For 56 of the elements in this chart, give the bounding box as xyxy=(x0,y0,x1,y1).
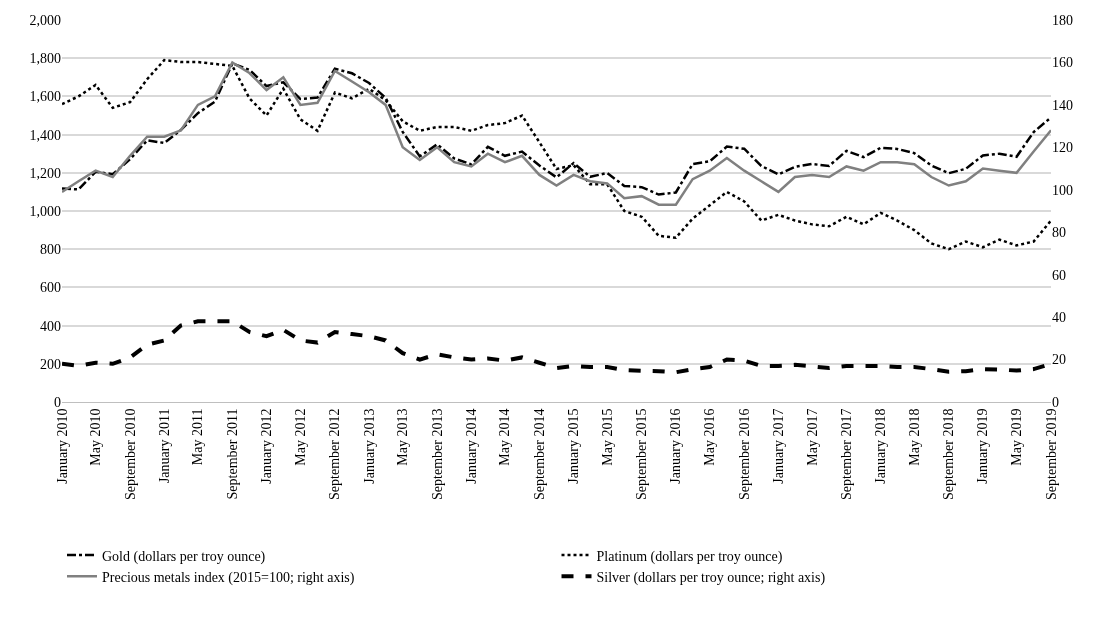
legend-label: Platinum (dollars per troy ounce) xyxy=(596,548,783,565)
y-tick-label: 1,200 xyxy=(29,165,61,181)
x-tick-label: September 2011 xyxy=(224,408,240,500)
legend-label: Silver (dollars per troy ounce; right axis) xyxy=(596,569,826,586)
x-tick-label: September 2013 xyxy=(429,408,445,500)
x-tick-label: May 2014 xyxy=(497,408,513,466)
y2-tick-label: 20 xyxy=(1052,352,1066,368)
y2-tick-label: 180 xyxy=(1052,12,1073,28)
line-series xyxy=(62,58,1051,251)
x-tick-label: May 2018 xyxy=(906,408,922,466)
x-tick-label: May 2015 xyxy=(599,408,615,466)
y2-tick-label: 40 xyxy=(1052,310,1066,326)
x-tick-label: May 2011 xyxy=(190,408,206,466)
y-tick-label: 1,000 xyxy=(29,203,61,219)
y2-tick-label: 0 xyxy=(1052,394,1059,410)
legend-label: Precious metals index (2015=100; right axis) xyxy=(102,569,355,586)
x-tick-label: January 2010 xyxy=(54,408,70,484)
x-tick-label: January 2014 xyxy=(463,408,479,484)
y2-tick-label: 140 xyxy=(1052,97,1073,113)
x-tick-label: May 2016 xyxy=(702,408,718,466)
y-tick-label: 1,600 xyxy=(29,89,61,105)
y2-tick-label: 120 xyxy=(1052,140,1073,156)
x-tick-label: September 2014 xyxy=(531,408,547,500)
x-tick-label: January 2018 xyxy=(873,408,889,484)
legend-label: Gold (dollars per troy ounce) xyxy=(102,548,266,565)
y2-tick-label: 100 xyxy=(1052,182,1073,198)
y-tick-label: 2,000 xyxy=(29,12,61,28)
x-tick-label: September 2012 xyxy=(327,408,343,500)
y-tick-label: 200 xyxy=(40,356,61,372)
y2-tick-label: 160 xyxy=(1052,55,1073,71)
x-tick-label: September 2018 xyxy=(941,408,957,500)
x-tick-label: May 2010 xyxy=(88,408,104,466)
x-tick-label: May 2012 xyxy=(292,408,308,466)
y2-tick-label: 80 xyxy=(1052,225,1066,241)
y-tick-label: 600 xyxy=(40,280,61,296)
y-tick-label: 400 xyxy=(40,318,61,334)
y-tick-label: 1,400 xyxy=(29,127,61,143)
x-tick-label: May 2017 xyxy=(804,408,820,466)
x-tick-label: January 2016 xyxy=(668,408,684,484)
x-tick-label: September 2016 xyxy=(736,408,752,500)
x-tick-label: January 2015 xyxy=(566,408,582,484)
x-tick-label: January 2013 xyxy=(361,408,377,484)
x-tick-label: January 2019 xyxy=(975,408,991,484)
y-tick-label: 800 xyxy=(40,242,61,258)
y2-tick-label: 60 xyxy=(1052,267,1066,283)
x-tick-label: September 2010 xyxy=(122,408,138,500)
x-tick-label: September 2015 xyxy=(634,408,650,500)
x-tick-label: January 2011 xyxy=(156,408,172,484)
x-tick-label: January 2017 xyxy=(770,408,786,484)
y-tick-label: 1,800 xyxy=(29,51,61,67)
x-tick-label: September 2019 xyxy=(1043,408,1059,500)
y-tick-label: 0 xyxy=(54,394,61,410)
x-tick-label: January 2012 xyxy=(259,408,275,484)
x-tick-label: May 2019 xyxy=(1009,408,1025,466)
x-tick-label: September 2017 xyxy=(839,408,855,500)
x-tick-label: May 2013 xyxy=(395,408,411,466)
